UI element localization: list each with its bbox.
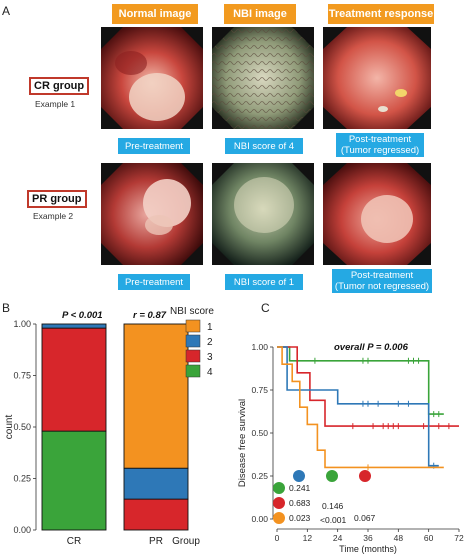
legend-label-score-3: 3 [207,352,213,363]
legend-swatch-score-1 [185,319,201,333]
x-tick-label: 24 [333,533,343,543]
pvalue-matrix-dot-score-4 [326,470,338,482]
pvalue-matrix-dot-score-3 [359,470,371,482]
pvalue-matrix-dot-score-3 [273,497,285,509]
y-tick-label: 0.00 [251,514,268,524]
endoscopy-image-pr-post [323,163,431,265]
x-tick-label: 36 [363,533,373,543]
y-tick-label: 0.75 [13,371,31,381]
stat-r-value: r = 0.87 [133,310,167,321]
caption-text: NBI score of 4 [233,140,295,152]
pr-group-label: PR group [27,190,87,208]
panel-c-survival-chart: C overall P = 0.006 0.00 0.25 0.50 0.75 1.00… [237,301,464,554]
y-tick-label: 1.00 [13,319,31,329]
y-tick-label: 0.50 [13,422,31,432]
caption-pr-nbi-score: NBI score of 1 [225,274,303,290]
bar-segment-pr-score-2 [123,467,189,500]
pvalue-text: 0.241 [289,483,311,493]
caption-text: (Tumor regressed) [340,145,420,156]
header-nbi-image: NBI image [224,4,296,24]
pvalue-text: 0.023 [289,513,311,523]
x-tick-label: 0 [275,533,280,543]
y-tick-label: 0.25 [251,471,268,481]
x-tick-label: 72 [454,533,464,543]
x-tick-label: CR [67,536,81,547]
pvalue-text: 0.146 [322,501,344,511]
legend-swatch-score-4 [185,364,201,378]
cr-group-label: CR group [29,77,90,95]
pvalue-text: 0.067 [354,513,376,523]
header-normal-image: Normal image [112,4,198,24]
endoscopy-image-pr-normal [101,163,203,265]
y-tick-label: 0.50 [251,428,268,438]
survival-curve-score-1 [277,346,444,469]
panel-a-letter: A [2,4,11,18]
overall-p-value: overall P = 0.006 [334,342,409,353]
survival-curve-score-3 [277,346,459,427]
endoscopy-image-pr-nbi [212,163,314,265]
legend-label-score-1: 1 [207,322,213,333]
legend-label-score-2: 2 [207,337,213,348]
caption-pr-pre-treatment: Pre-treatment [118,274,190,290]
caption-text: (Tumor not regressed) [334,281,430,292]
x-axis-title: Group [172,536,200,547]
legend-title: NBI score [170,306,214,317]
y-axis-title: Disease free survival [237,399,248,487]
caption-text: Pre-treatment [124,140,184,152]
bar-segment-cr-score-3 [41,327,107,432]
pvalue-matrix-dot-score-2 [293,470,305,482]
stat-p-value: P < 0.001 [62,310,103,321]
pvalue-text: <0.001 [320,515,347,525]
y-tick-label: 1.00 [251,342,268,352]
example-2-label: Example 2 [33,211,74,221]
y-tick-label: 0.00 [13,525,31,535]
bar-segment-cr-score-4 [41,430,107,531]
caption-pr-post-treatment: Post-treatment (Tumor not regressed) [332,269,432,293]
x-axis-title: Time (months) [339,544,397,554]
caption-cr-post-treatment: Post-treatment (Tumor regressed) [336,133,424,157]
panel-c-letter: C [261,301,270,315]
y-tick-label: 0.75 [251,385,268,395]
y-tick-label: 0.25 [13,474,31,484]
legend-label-score-4: 4 [207,367,213,378]
x-tick-label: PR [149,536,163,547]
example-1-label: Example 1 [35,99,76,109]
bar-segment-pr-score-3 [123,498,189,531]
pvalue-matrix-dot-score-4 [273,482,285,494]
panel-b-stacked-bar-chart: B P < 0.001 r = 0.87 0.00 0.25 0.50 0.75 1.0… [2,301,214,547]
endoscopy-image-cr-post [323,27,431,129]
pvalue-matrix-dot-score-1 [273,512,285,524]
x-tick-label: 48 [394,533,404,543]
x-tick-label: 60 [424,533,434,543]
survival-curve-score-2 [277,346,439,467]
endoscopy-image-cr-nbi [212,27,314,129]
legend-swatch-score-2 [185,334,201,348]
caption-text: Post-treatment [348,134,412,145]
x-tick-label: 12 [303,533,313,543]
legend-swatch-score-3 [185,349,201,363]
endoscopy-image-cr-normal [101,27,203,129]
caption-text: NBI score of 1 [233,276,295,288]
bar-segment-pr-score-1 [123,323,189,469]
header-treatment-response: Treatment response [328,4,434,24]
panel-b-letter: B [2,301,10,315]
y-axis-title: count [4,415,15,440]
caption-cr-nbi-score: NBI score of 4 [225,138,303,154]
bar-segment-cr-score-2 [41,323,107,329]
pvalue-text: 0.683 [289,498,311,508]
caption-text: Post-treatment [350,270,414,281]
caption-text: Pre-treatment [124,276,184,288]
caption-cr-pre-treatment: Pre-treatment [118,138,190,154]
